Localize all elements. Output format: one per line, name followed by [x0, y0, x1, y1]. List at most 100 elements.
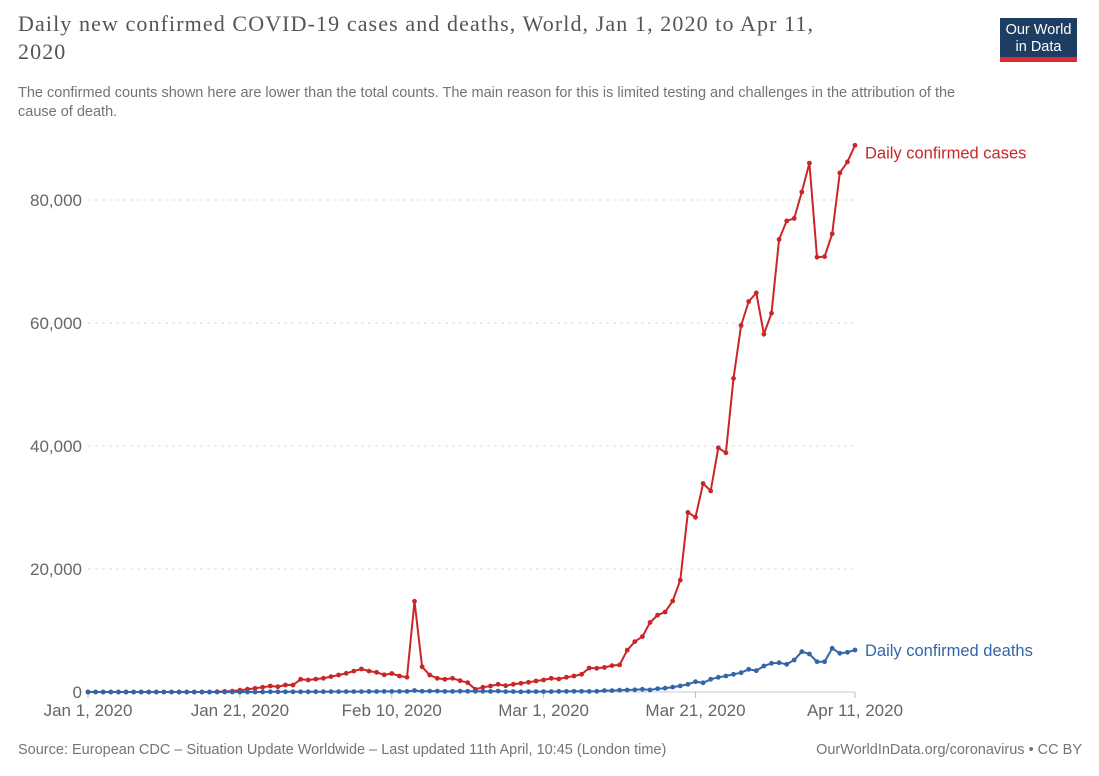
daily-confirmed-cases-point: [723, 450, 729, 456]
daily-confirmed-deaths-point: [526, 689, 531, 694]
daily-confirmed-deaths-point: [829, 645, 835, 651]
daily-confirmed-deaths-point: [503, 689, 509, 694]
daily-confirmed-deaths-point: [799, 649, 805, 655]
daily-confirmed-deaths-point: [594, 688, 600, 694]
daily-confirmed-deaths-point: [457, 688, 463, 694]
daily-confirmed-deaths-point: [738, 670, 744, 676]
daily-confirmed-cases-point: [609, 663, 615, 668]
daily-confirmed-cases-point: [480, 684, 486, 690]
footer-right: OurWorldInData.org/coronavirus • CC BY: [816, 741, 1082, 760]
daily-confirmed-deaths-point: [359, 689, 364, 694]
daily-confirmed-deaths-point: [412, 688, 417, 693]
daily-confirmed-deaths-point: [685, 681, 691, 687]
daily-confirmed-cases-point: [845, 159, 850, 165]
daily-confirmed-deaths-point: [822, 659, 827, 665]
daily-confirmed-cases-point: [708, 488, 714, 494]
daily-confirmed-cases-point: [488, 683, 493, 689]
daily-confirmed-deaths-point: [807, 651, 812, 657]
daily-confirmed-deaths-point: [617, 687, 622, 693]
daily-confirmed-deaths-point: [381, 689, 387, 694]
daily-confirmed-deaths-point: [427, 688, 433, 694]
daily-confirmed-deaths-point: [108, 689, 114, 695]
daily-confirmed-deaths-point: [784, 661, 790, 667]
daily-confirmed-cases-point: [404, 674, 410, 680]
y-axis-tick-label: 40,000: [30, 437, 82, 456]
daily-confirmed-cases-point: [776, 237, 782, 242]
daily-confirmed-cases-point: [381, 672, 387, 678]
daily-confirmed-cases-point: [837, 170, 843, 176]
daily-confirmed-deaths-point: [374, 689, 379, 694]
daily-confirmed-cases-point: [685, 510, 691, 515]
daily-confirmed-deaths-point: [465, 688, 471, 694]
daily-confirmed-cases-point: [548, 675, 554, 681]
daily-confirmed-deaths-point: [313, 689, 319, 695]
daily-confirmed-deaths-point: [351, 689, 357, 694]
daily-confirmed-deaths-point: [229, 689, 235, 695]
owid-url-link[interactable]: OurWorldInData.org/coronavirus: [816, 742, 1025, 758]
daily-confirmed-deaths-point: [305, 689, 311, 695]
daily-confirmed-cases-point: [715, 445, 721, 451]
daily-confirmed-deaths-point: [450, 689, 455, 694]
daily-confirmed-deaths-point: [541, 689, 546, 694]
chart-title: Daily new confirmed COVID-19 cases and d…: [18, 11, 815, 64]
daily-confirmed-cases-point: [693, 514, 698, 520]
daily-confirmed-deaths-point: [93, 689, 98, 695]
daily-confirmed-deaths-point: [138, 689, 144, 695]
daily-confirmed-cases-point: [412, 598, 417, 604]
daily-confirmed-deaths-point: [571, 688, 577, 694]
owid-logo[interactable]: Our World in Data: [1000, 18, 1077, 62]
daily-confirmed-cases-point: [807, 160, 812, 166]
daily-confirmed-cases-point: [442, 676, 448, 682]
daily-confirmed-cases-point: [571, 673, 577, 679]
daily-confirmed-cases-point: [784, 218, 790, 224]
daily-confirmed-deaths-point: [184, 689, 190, 695]
daily-confirmed-deaths-point: [245, 689, 250, 695]
daily-confirmed-cases-point: [556, 676, 562, 682]
daily-confirmed-deaths-point: [670, 684, 676, 690]
daily-confirmed-deaths-point: [647, 687, 653, 693]
daily-confirmed-deaths-point: [343, 689, 349, 694]
daily-confirmed-cases-point: [510, 681, 516, 687]
daily-confirmed-deaths-point: [693, 679, 698, 685]
daily-confirmed-deaths-point: [640, 686, 645, 692]
daily-confirmed-cases-point: [526, 679, 531, 685]
daily-confirmed-deaths-point: [472, 688, 478, 694]
daily-confirmed-cases-point: [503, 683, 509, 689]
daily-confirmed-cases-point: [670, 598, 676, 604]
daily-confirmed-cases-point: [427, 672, 433, 678]
daily-confirmed-cases-point: [457, 678, 463, 684]
daily-confirmed-deaths-point: [267, 689, 273, 695]
license-label: CC BY: [1037, 742, 1082, 758]
daily-confirmed-cases-point: [731, 376, 736, 381]
daily-confirmed-deaths-point: [434, 688, 440, 694]
daily-confirmed-deaths-point: [252, 689, 258, 695]
daily-confirmed-cases-point: [829, 231, 835, 237]
daily-confirmed-deaths-point: [723, 673, 729, 679]
daily-confirmed-cases-point: [579, 671, 584, 677]
daily-confirmed-cases-point: [564, 674, 569, 680]
x-axis-tick-label: Mar 21, 2020: [645, 701, 745, 720]
daily-confirmed-cases-point: [738, 323, 744, 328]
daily-confirmed-deaths-point: [161, 689, 167, 695]
y-axis-tick-label: 80,000: [30, 191, 82, 210]
daily-confirmed-deaths-point: [837, 650, 843, 656]
daily-confirmed-deaths-point: [655, 686, 660, 692]
daily-confirmed-deaths-point: [518, 689, 524, 695]
daily-confirmed-cases-line: [88, 144, 856, 693]
daily-confirmed-deaths-point: [708, 676, 714, 682]
daily-confirmed-cases-point: [769, 310, 774, 316]
daily-confirmed-deaths-point: [556, 689, 562, 694]
daily-confirmed-deaths-point: [845, 649, 850, 655]
daily-confirmed-cases-point: [298, 676, 303, 682]
daily-confirmed-deaths-point: [746, 666, 752, 672]
daily-confirmed-cases-point: [359, 666, 364, 672]
source-note: Source: European CDC – Situation Update …: [18, 742, 667, 758]
daily-confirmed-deaths-point: [153, 689, 159, 695]
footer-separator: •: [1028, 742, 1034, 758]
daily-confirmed-deaths-point: [852, 647, 858, 653]
daily-confirmed-deaths-point: [791, 657, 797, 663]
daily-confirmed-deaths-point: [207, 689, 212, 695]
x-axis-tick-label: Feb 10, 2020: [342, 701, 442, 720]
